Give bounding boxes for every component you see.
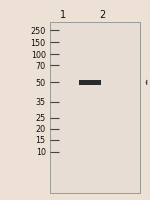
Text: 150: 150 [31, 39, 46, 47]
Text: 15: 15 [36, 136, 46, 144]
Text: 50: 50 [36, 79, 46, 87]
Text: 35: 35 [36, 98, 46, 106]
Bar [79, 81, 101, 85]
Text: 1: 1 [60, 10, 66, 20]
Text: 10: 10 [36, 148, 46, 156]
Text: 250: 250 [30, 27, 46, 35]
Text: 25: 25 [36, 114, 46, 122]
Text: 70: 70 [36, 62, 46, 70]
Text: 100: 100 [31, 51, 46, 59]
Text: 20: 20 [36, 125, 46, 133]
Text: 2: 2 [99, 10, 105, 20]
Bar [50, 23, 140, 193]
